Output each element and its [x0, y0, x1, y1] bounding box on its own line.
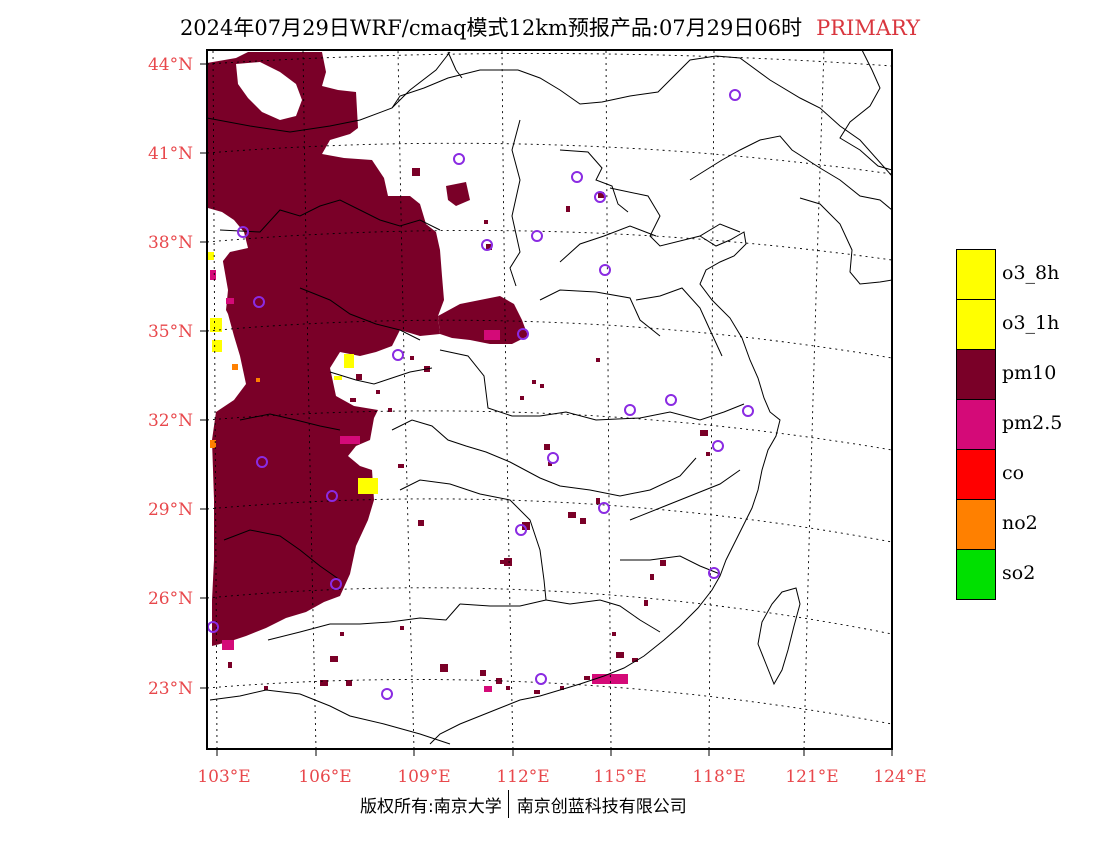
- lon-label-121: 121°E: [785, 767, 838, 787]
- legend-swatch: [956, 549, 996, 600]
- lat-label-32: 32°N: [148, 411, 193, 431]
- coastline: [429, 135, 892, 745]
- lat-labels: 44°N 41°N 38°N 35°N 32°N 29°N 26°N 23°N: [148, 55, 193, 699]
- lon-label-124: 124°E: [873, 767, 926, 787]
- legend-swatch: [956, 299, 996, 349]
- legend-label: o3_8h: [1002, 262, 1060, 284]
- pm25-spots: [210, 270, 628, 692]
- legend-label: co: [1002, 462, 1025, 484]
- copyright-owner: 版权所有:南京大学: [360, 796, 502, 817]
- lon-labels: 103°E 106°E 109°E 112°E 115°E 118°E 121°…: [197, 767, 926, 787]
- pm10-region-west: [207, 52, 444, 646]
- legend-item-pm10: pm10: [956, 349, 1096, 399]
- pollutant-legend: o3_8h o3_1h pm10 pm2.5 co no2 so2: [956, 249, 1096, 600]
- lat-label-38: 38°N: [148, 233, 193, 253]
- pm10-scattered: [228, 168, 710, 694]
- legend-item-co: co: [956, 449, 1096, 499]
- axis-ticks: [200, 63, 893, 756]
- copyright-company: 南京创蓝科技有限公司: [516, 796, 687, 817]
- legend-label: no2: [1002, 512, 1038, 534]
- map-content: [207, 50, 892, 749]
- footer-divider: [507, 790, 509, 818]
- lat-label-35: 35°N: [148, 322, 193, 342]
- legend-item-o3-8h: o3_8h: [956, 249, 1096, 299]
- lon-label-115: 115°E: [593, 767, 646, 787]
- o3-spots: [208, 252, 378, 494]
- lon-label-112: 112°E: [496, 767, 549, 787]
- legend-item-no2: no2: [956, 499, 1096, 549]
- legend-item-o3-1h: o3_1h: [956, 299, 1096, 349]
- legend-swatch: [956, 449, 996, 499]
- city-markers: [207, 89, 754, 700]
- taiwan: [757, 587, 801, 686]
- legend-item-pm25: pm2.5: [956, 399, 1096, 449]
- map-title: 2024年07月29日WRF/cmaq模式12km预报产品:07月29日06时 P…: [0, 12, 1100, 40]
- korea: [799, 197, 892, 285]
- copyright-footer: 版权所有:南京大学 南京创蓝科技有限公司: [360, 790, 687, 818]
- title-mode: PRIMARY: [816, 16, 921, 40]
- clear-area-north: [236, 62, 302, 120]
- no2-spots: [210, 364, 260, 448]
- pm10-band-35n-b: [446, 182, 470, 206]
- legend-label: so2: [1002, 562, 1036, 584]
- lat-label-29: 29°N: [148, 500, 193, 520]
- map-frame: [206, 49, 893, 750]
- legend-label: o3_1h: [1002, 312, 1060, 334]
- legend-swatch: [956, 249, 996, 299]
- lat-label-23: 23°N: [148, 679, 193, 699]
- lon-label-103: 103°E: [197, 767, 250, 787]
- lat-label-26: 26°N: [148, 589, 193, 609]
- legend-swatch: [956, 399, 996, 449]
- province-boundaries: [207, 51, 892, 745]
- lat-label-44: 44°N: [148, 55, 193, 75]
- legend-swatch: [956, 499, 996, 549]
- legend-label: pm2.5: [1002, 412, 1063, 434]
- legend-label: pm10: [1002, 362, 1057, 384]
- title-text: 2024年07月29日WRF/cmaq模式12km预报产品:07月29日06时: [179, 16, 803, 40]
- graticule: [207, 50, 892, 749]
- lon-label-109: 109°E: [397, 767, 450, 787]
- legend-item-so2: so2: [956, 549, 1096, 600]
- northeast-coast: [839, 50, 892, 171]
- lat-label-41: 41°N: [148, 144, 193, 164]
- legend-swatch: [956, 349, 996, 399]
- lon-label-118: 118°E: [692, 767, 745, 787]
- pm10-band-35n: [438, 296, 528, 344]
- lon-label-106: 106°E: [298, 767, 351, 787]
